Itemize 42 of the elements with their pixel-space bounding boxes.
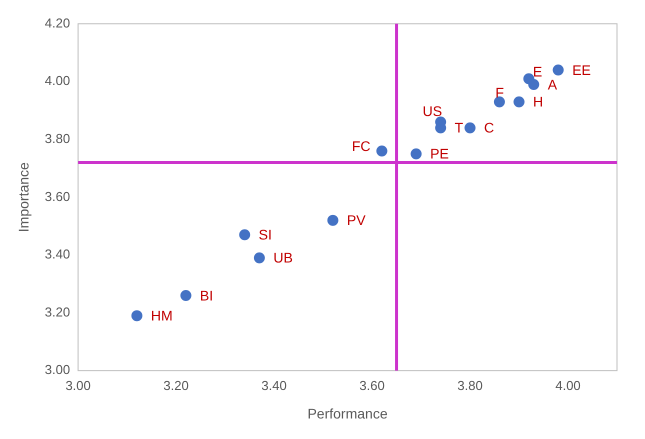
y-tick-label: 3.20 — [44, 304, 70, 320]
data-label: FC — [352, 138, 371, 154]
data-label: UB — [273, 250, 293, 266]
data-label: PE — [430, 146, 449, 162]
point — [410, 148, 422, 160]
y-tick-label: 4.00 — [44, 73, 70, 88]
point — [180, 290, 192, 301]
data-label: EE — [572, 62, 591, 78]
data-label: BI — [200, 287, 214, 304]
y-axis-title: Importance — [15, 162, 32, 232]
y-tick-label: 3.80 — [44, 130, 70, 146]
y-tick-label: 3.60 — [44, 188, 70, 204]
data-label: PV — [346, 212, 366, 228]
data-label: C — [484, 120, 494, 136]
x-tick-label: 3.40 — [261, 378, 287, 393]
data-label: F — [495, 84, 504, 101]
point — [327, 214, 338, 226]
data-label: HM — [150, 308, 173, 324]
x-axis-title: Performance — [307, 405, 388, 422]
data-label: E — [532, 64, 542, 80]
point — [376, 145, 388, 156]
point — [239, 229, 250, 240]
data-label: SI — [258, 226, 272, 243]
data-label: A — [548, 76, 558, 92]
data-label: US — [422, 102, 442, 119]
point — [528, 78, 540, 90]
point — [131, 310, 142, 322]
x-tick-label: 3.00 — [65, 378, 91, 393]
x-tick-label: 3.20 — [163, 378, 189, 393]
point — [494, 96, 505, 108]
data-label: T — [454, 120, 464, 136]
x-tick-label: 4.00 — [555, 378, 581, 393]
y-tick-label: 4.20 — [44, 15, 70, 30]
y-tick-label: 3.00 — [44, 362, 70, 378]
y-tick-label: 3.40 — [44, 246, 70, 262]
point — [552, 64, 564, 76]
x-tick-label: 3.60 — [359, 378, 385, 393]
point — [514, 96, 525, 108]
point — [254, 252, 265, 264]
data-label: H — [533, 94, 544, 110]
x-tick-label: 3.80 — [457, 378, 483, 393]
point — [464, 122, 476, 134]
